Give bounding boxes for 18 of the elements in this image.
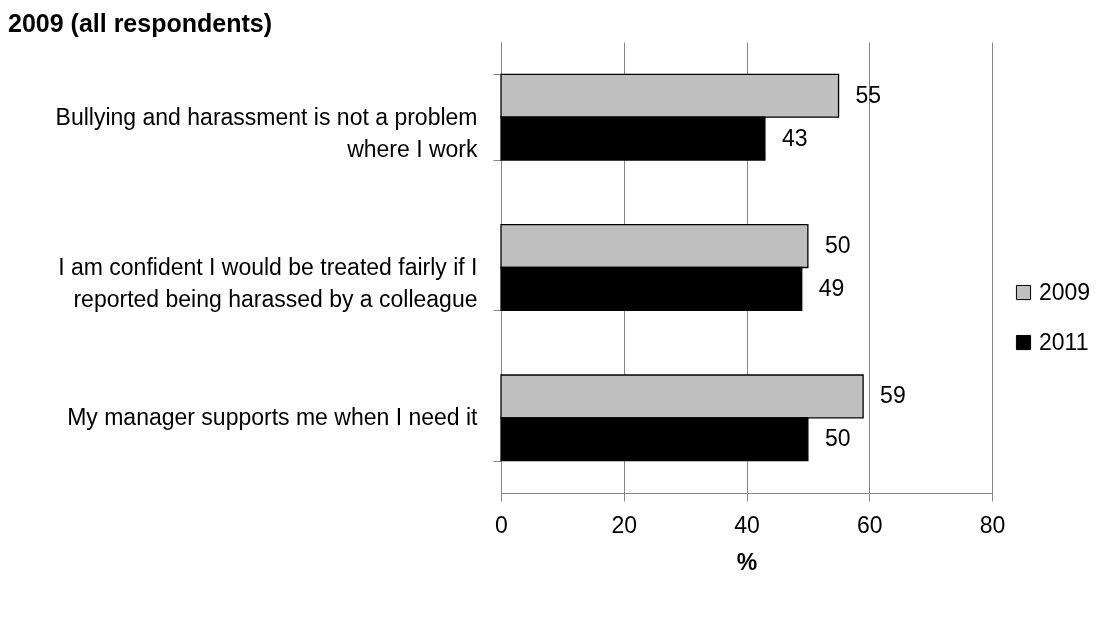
legend-label: 2011 — [1039, 328, 1089, 355]
legend-label: 2009 — [1039, 278, 1091, 305]
y-tick-label: I am confident I would be treated fairly if I reported being harassed by a colleague — [58, 254, 478, 312]
data-label: 50 — [824, 232, 851, 259]
y-tick-label: My manager supports me when I need it — [67, 404, 479, 431]
x-tick-label: 20 — [611, 511, 638, 538]
y-tick-label: Bullying and harassment is not a problem where I work — [55, 103, 478, 162]
data-label: 50 — [824, 425, 851, 452]
data-label: 49 — [818, 274, 845, 301]
x-tick-label: 0 — [495, 511, 508, 538]
x-axis-title: % — [736, 548, 758, 575]
x-tick-label: 60 — [856, 511, 883, 538]
data-label: 59 — [880, 382, 906, 409]
data-label: 43 — [781, 124, 808, 151]
x-tick-label: 40 — [734, 511, 760, 538]
data-label: 55 — [855, 81, 882, 108]
text: 2009 (all respondents) — [8, 9, 272, 37]
x-tick-label: 80 — [979, 511, 1006, 538]
